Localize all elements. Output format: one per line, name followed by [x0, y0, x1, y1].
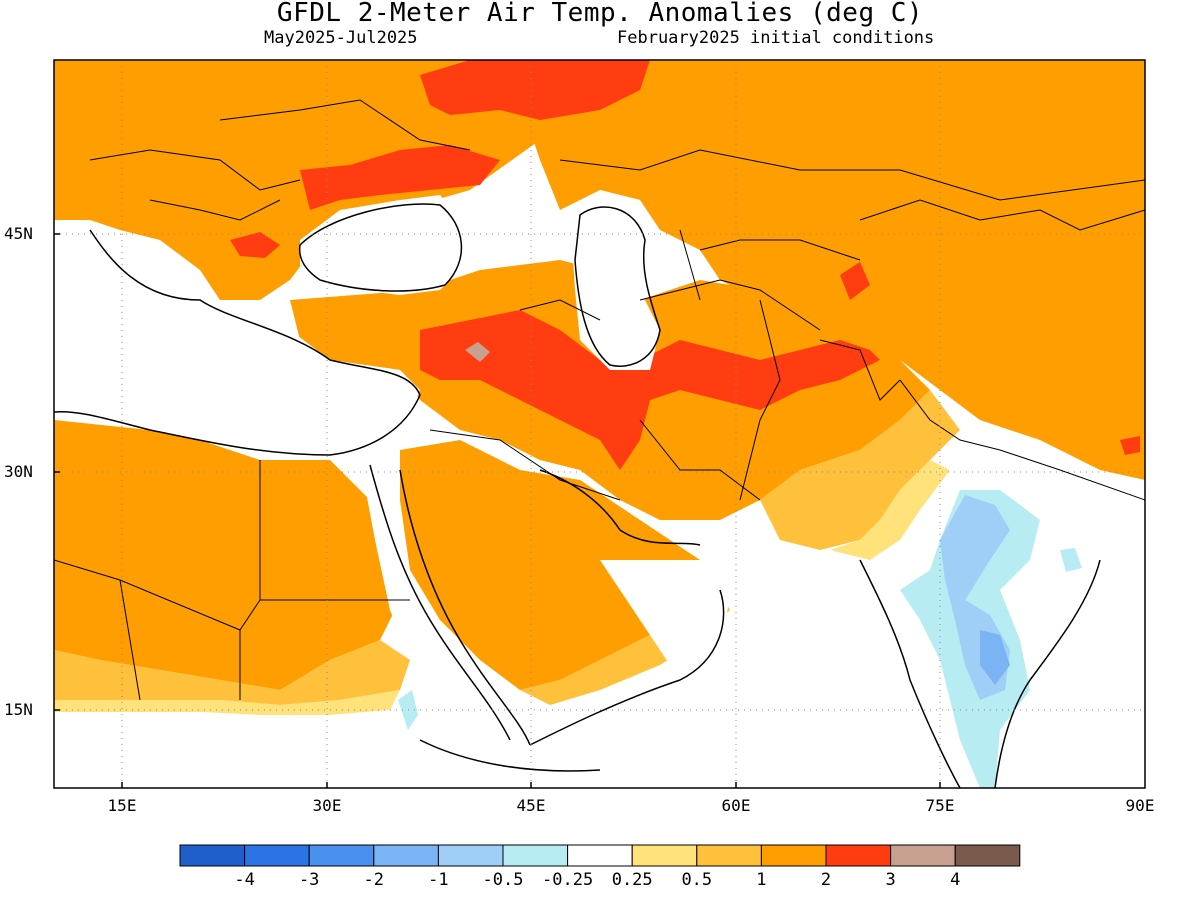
anomaly-area-bangladesh-light-blue — [1060, 548, 1082, 572]
anomaly-area-tibet-red — [1120, 436, 1140, 455]
white-area-red-sea — [360, 450, 500, 720]
lon-tick-90e: 90E — [1125, 796, 1155, 815]
colorbar-swatch — [890, 844, 956, 867]
anomaly-area-russia-red — [420, 60, 650, 120]
anomaly-area-kazakhstan-red — [840, 262, 870, 300]
colorbar-swatch — [631, 844, 698, 867]
colorbar-label: -3 — [298, 870, 320, 890]
colorbar-label: 3 — [885, 870, 896, 890]
colorbar-swatch — [308, 844, 375, 867]
coastline-red-sea — [369, 464, 511, 741]
white-area-arabian-sea — [420, 560, 760, 788]
lon-tick-45e: 45E — [516, 796, 546, 815]
anomaly-area-europe — [54, 60, 540, 300]
white-area-caspian — [570, 190, 660, 370]
coastline-arabia-south — [529, 589, 725, 746]
anomaly-area-arabia — [400, 440, 720, 690]
lon-tick-75e: 75E — [925, 796, 955, 815]
colorbar-swatch — [502, 844, 569, 867]
anomaly-area-turkey-red — [420, 320, 520, 370]
colorbar-label: -2 — [363, 870, 385, 890]
colorbar-label: 2 — [820, 870, 832, 890]
anomaly-area-iran-red — [420, 310, 880, 470]
colorbar-label: 4 — [950, 870, 961, 890]
colorbar-swatch — [825, 844, 892, 867]
coastline-africa-horn — [419, 739, 601, 772]
anomaly-area-sahel — [54, 640, 410, 705]
colorbar-label: 0.5 — [681, 870, 713, 890]
anomaly-area-balkans-red — [230, 232, 280, 258]
grid-lines — [54, 60, 1145, 788]
anomaly-area-ukraine-red — [300, 145, 500, 210]
anomaly-area-eastern-turkey-brown — [465, 342, 490, 362]
country-borders — [54, 99, 1145, 701]
axis-ticks — [54, 233, 941, 788]
coastline-india — [859, 559, 961, 788]
colorbar-label: -0.5 — [482, 870, 524, 890]
anomaly-area-pakistan — [760, 390, 960, 550]
lat-tick-15n: 15N — [4, 700, 33, 719]
anomaly-area-yellow-fringe — [54, 690, 400, 715]
colorbar-swatch — [696, 844, 762, 867]
colorbar-label: -1 — [428, 870, 449, 890]
colorbar-label: -4 — [234, 870, 255, 890]
anomaly-area-india-north-fringe — [830, 460, 950, 560]
lon-tick-30e: 30E — [312, 796, 342, 815]
lon-tick-60e: 60E — [721, 796, 751, 815]
white-area-mediterranean — [54, 220, 420, 460]
coastlines — [54, 203, 1101, 788]
colorbar — [179, 844, 1021, 867]
colorbar-label: -0.25 — [542, 870, 594, 890]
white-area-east-africa — [54, 710, 420, 788]
anomaly-area-north-africa — [54, 420, 400, 690]
colorbar-swatch — [567, 844, 633, 867]
initial-conditions: February2025 initial conditions — [617, 28, 935, 48]
map-title: GFDL 2-Meter Air Temp. Anomalies (deg C) — [276, 0, 924, 28]
lat-tick-30n: 30N — [4, 462, 33, 481]
coastline-mediterranean — [54, 229, 421, 456]
lon-tick-15e: 15E — [107, 796, 137, 815]
lat-tick-45n: 45N — [4, 224, 33, 243]
anomaly-area-arabia-south — [520, 590, 730, 705]
coastline-persian-gulf — [539, 469, 701, 546]
map-frame — [53, 59, 1146, 789]
colorbar-swatch — [373, 844, 439, 867]
colorbar-swatch — [437, 844, 504, 867]
colorbar-swatch — [954, 844, 1021, 867]
anomaly-fields — [54, 60, 1145, 788]
coastline-red-sea-east — [399, 469, 531, 746]
colorbar-label: 1 — [756, 870, 767, 890]
coastline-caspian — [574, 206, 661, 367]
anomaly-area-india-mid-blue — [980, 630, 1010, 685]
colorbar-label: 0.25 — [611, 870, 653, 890]
colorbar-swatch — [179, 844, 246, 867]
anomaly-area-russia-kazakhstan — [470, 60, 1145, 480]
forecast-period: May2025-Jul2025 — [264, 28, 418, 48]
colorbar-swatch — [760, 844, 827, 867]
coastline-india-east — [994, 559, 1101, 788]
colorbar-swatch — [244, 844, 310, 867]
coastline-black-sea — [298, 203, 463, 292]
